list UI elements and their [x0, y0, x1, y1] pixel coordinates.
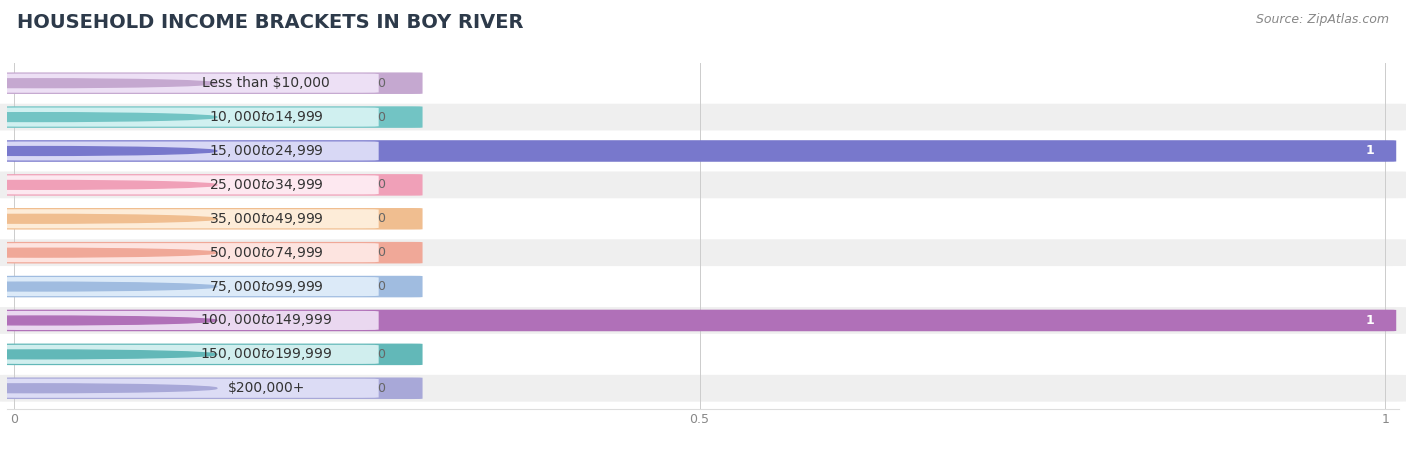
Text: $10,000 to $14,999: $10,000 to $14,999	[209, 109, 323, 125]
Circle shape	[0, 384, 217, 393]
Text: 0: 0	[377, 178, 385, 191]
Text: $35,000 to $49,999: $35,000 to $49,999	[209, 211, 323, 227]
Text: 0: 0	[377, 212, 385, 225]
Text: 0: 0	[377, 246, 385, 259]
FancyBboxPatch shape	[3, 277, 378, 296]
Text: HOUSEHOLD INCOME BRACKETS IN BOY RIVER: HOUSEHOLD INCOME BRACKETS IN BOY RIVER	[17, 13, 523, 32]
Circle shape	[0, 350, 217, 359]
FancyBboxPatch shape	[3, 379, 378, 398]
Circle shape	[0, 282, 217, 291]
Circle shape	[0, 214, 217, 223]
FancyBboxPatch shape	[3, 378, 423, 399]
FancyBboxPatch shape	[3, 345, 378, 364]
FancyBboxPatch shape	[3, 140, 1396, 162]
FancyBboxPatch shape	[0, 104, 1406, 131]
FancyBboxPatch shape	[0, 239, 1406, 266]
FancyBboxPatch shape	[3, 74, 378, 93]
Text: Source: ZipAtlas.com: Source: ZipAtlas.com	[1256, 13, 1389, 26]
FancyBboxPatch shape	[0, 205, 1406, 232]
FancyBboxPatch shape	[3, 310, 1396, 331]
FancyBboxPatch shape	[3, 209, 378, 229]
FancyBboxPatch shape	[3, 343, 423, 365]
FancyBboxPatch shape	[0, 375, 1406, 402]
FancyBboxPatch shape	[3, 106, 423, 128]
FancyBboxPatch shape	[0, 307, 1406, 334]
FancyBboxPatch shape	[3, 208, 423, 229]
Text: Less than $10,000: Less than $10,000	[202, 76, 330, 90]
FancyBboxPatch shape	[0, 70, 1406, 97]
Text: 0: 0	[377, 348, 385, 361]
Text: 0: 0	[377, 280, 385, 293]
FancyBboxPatch shape	[3, 276, 423, 297]
FancyBboxPatch shape	[3, 242, 423, 264]
Text: $150,000 to $199,999: $150,000 to $199,999	[200, 346, 332, 362]
FancyBboxPatch shape	[0, 137, 1406, 164]
FancyBboxPatch shape	[3, 141, 378, 161]
FancyBboxPatch shape	[0, 341, 1406, 368]
Text: 1: 1	[1365, 314, 1374, 327]
FancyBboxPatch shape	[3, 243, 378, 262]
FancyBboxPatch shape	[3, 107, 378, 127]
FancyBboxPatch shape	[3, 174, 423, 196]
Text: 0: 0	[377, 77, 385, 90]
Text: 1: 1	[1365, 145, 1374, 158]
Text: $200,000+: $200,000+	[228, 381, 305, 395]
Circle shape	[0, 113, 217, 122]
FancyBboxPatch shape	[0, 273, 1406, 300]
FancyBboxPatch shape	[3, 72, 423, 94]
Text: $50,000 to $74,999: $50,000 to $74,999	[209, 245, 323, 261]
Circle shape	[0, 180, 217, 189]
FancyBboxPatch shape	[3, 175, 378, 194]
Text: 0: 0	[377, 382, 385, 395]
Text: $75,000 to $99,999: $75,000 to $99,999	[209, 278, 323, 295]
Text: $15,000 to $24,999: $15,000 to $24,999	[209, 143, 323, 159]
Text: $100,000 to $149,999: $100,000 to $149,999	[200, 313, 332, 329]
Circle shape	[0, 316, 217, 325]
Text: 0: 0	[377, 110, 385, 123]
FancyBboxPatch shape	[3, 311, 378, 330]
Text: $25,000 to $34,999: $25,000 to $34,999	[209, 177, 323, 193]
Circle shape	[0, 79, 217, 88]
Circle shape	[0, 146, 217, 155]
Circle shape	[0, 248, 217, 257]
FancyBboxPatch shape	[0, 172, 1406, 198]
